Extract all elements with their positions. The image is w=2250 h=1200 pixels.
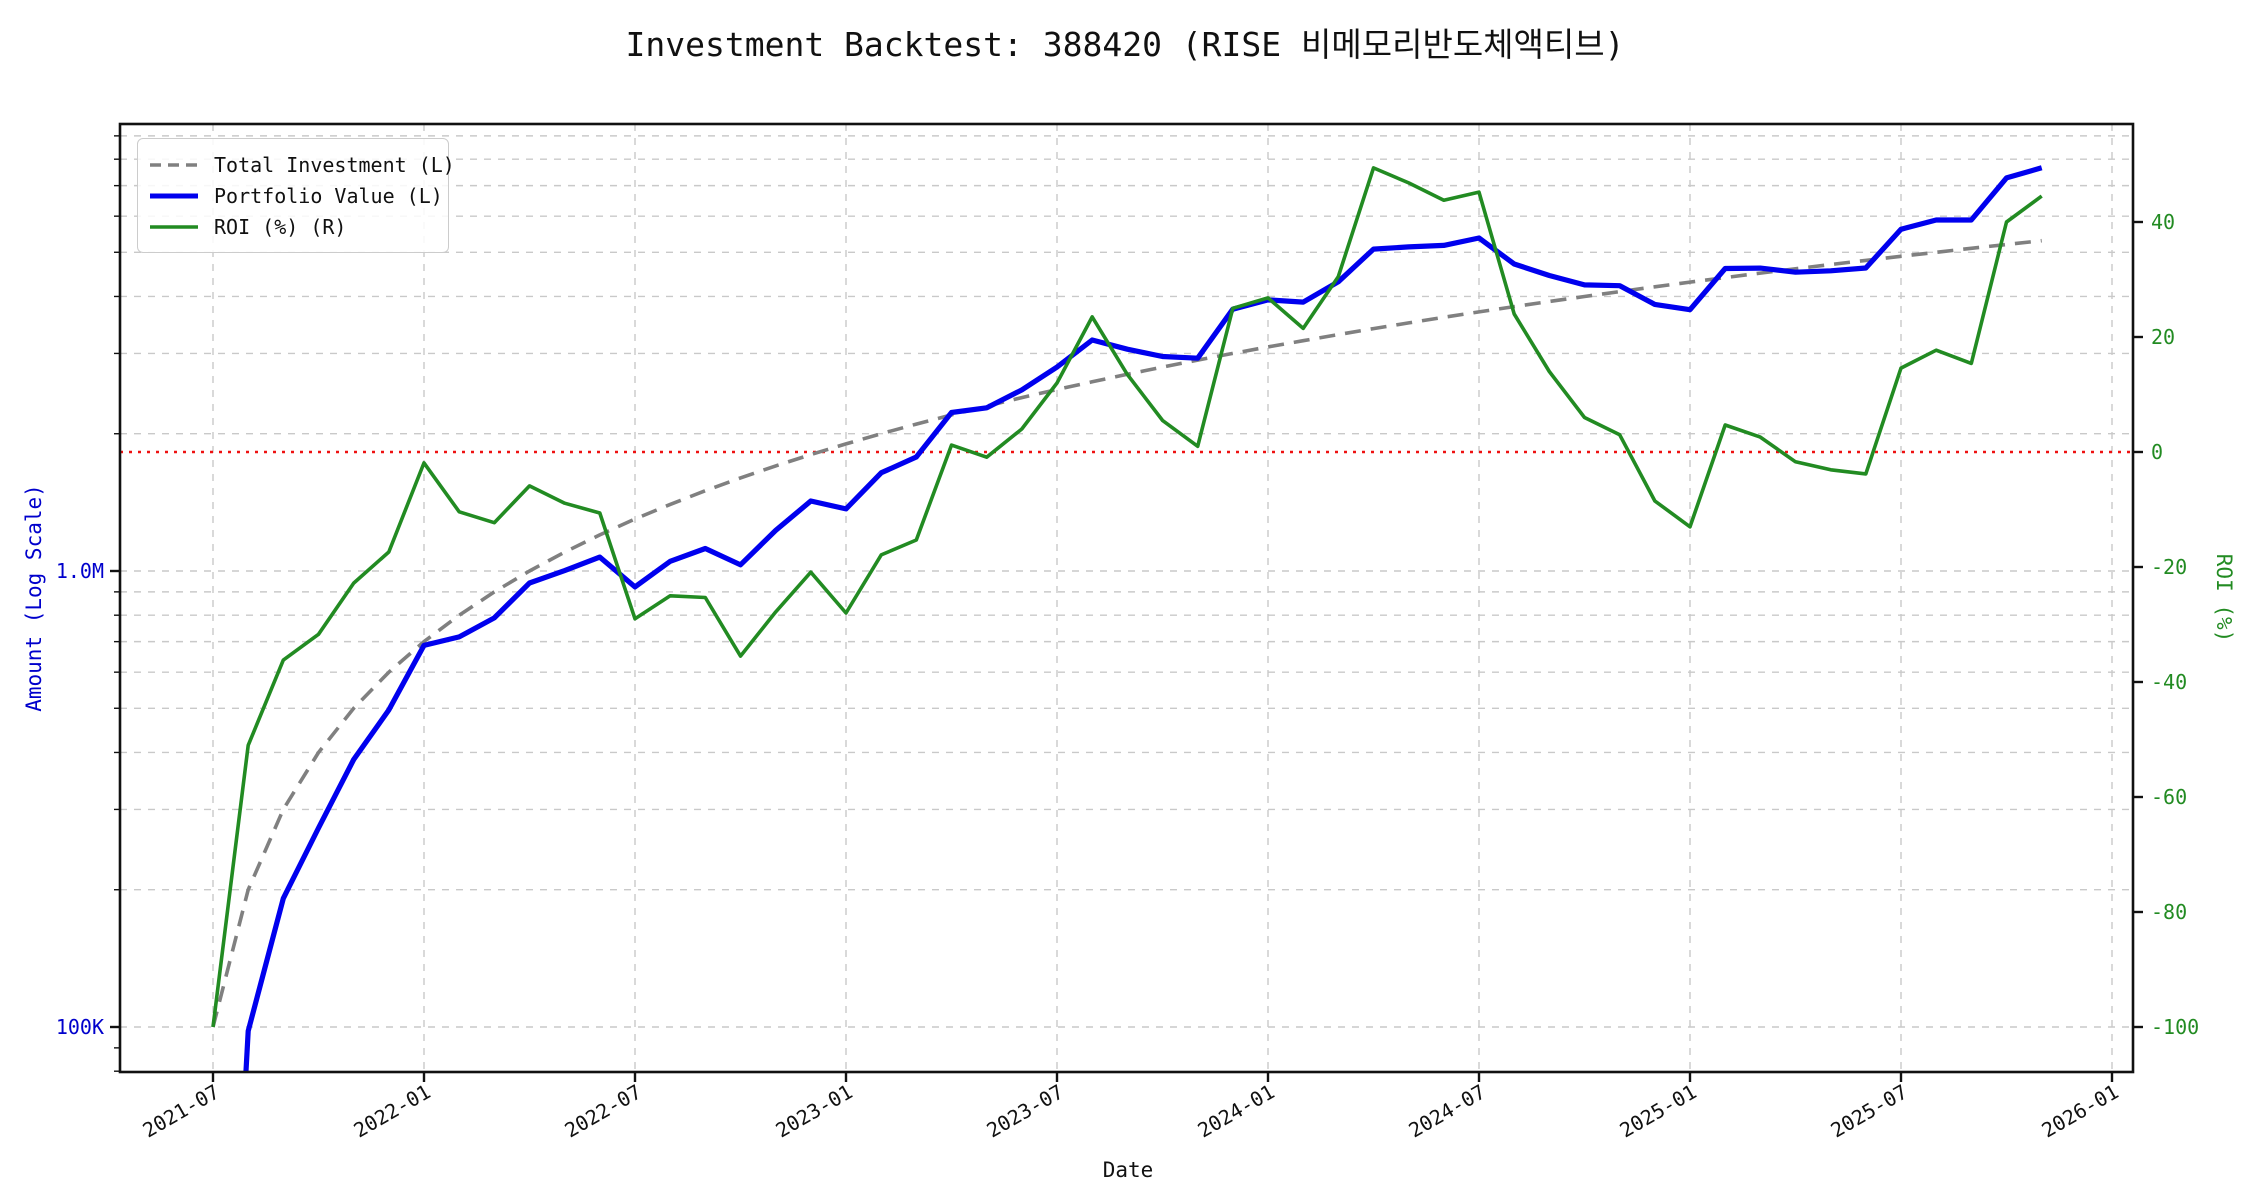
svg-text:2022-07: 2022-07 (560, 1080, 645, 1143)
svg-text:100K: 100K (56, 1015, 104, 1039)
svg-text:1.0M: 1.0M (56, 559, 104, 583)
legend: Total Investment (L) Portfolio Value (L)… (137, 138, 455, 253)
svg-text:-80: -80 (2151, 900, 2187, 924)
svg-text:-20: -20 (2151, 555, 2187, 579)
legend-label: Portfolio Value (L) (214, 183, 443, 208)
solid-line-swatch-icon (150, 193, 198, 198)
svg-text:2024-01: 2024-01 (1193, 1080, 1278, 1143)
svg-text:2025-07: 2025-07 (1826, 1080, 1911, 1143)
legend-item-portfolio-value: Portfolio Value (L) (150, 180, 443, 211)
svg-text:2022-01: 2022-01 (349, 1080, 434, 1143)
svg-text:2023-07: 2023-07 (982, 1080, 1067, 1143)
dashed-line-swatch-icon (150, 162, 198, 167)
legend-item-total-investment: Total Investment (L) (150, 149, 455, 180)
svg-text:-100: -100 (2151, 1015, 2199, 1039)
svg-text:-60: -60 (2151, 785, 2187, 809)
svg-text:2026-01: 2026-01 (2037, 1080, 2122, 1143)
x-axis-label: Date (1102, 1158, 1154, 1182)
legend-item-roi: ROI (%) (R) (150, 211, 434, 242)
chart-title: Investment Backtest: 388420 (RISE 비메모리반도… (625, 25, 1625, 64)
svg-text:20: 20 (2151, 325, 2175, 349)
solid-line-swatch-icon (150, 224, 198, 229)
svg-text:2025-01: 2025-01 (1615, 1080, 1700, 1143)
svg-text:2023-01: 2023-01 (771, 1080, 856, 1143)
y-right-axis-label: ROI (%) (2212, 553, 2236, 643)
svg-text:-40: -40 (2151, 670, 2187, 694)
legend-label: ROI (%) (R) (214, 214, 347, 239)
legend-label: Total Investment (L) (214, 152, 455, 177)
svg-text:2021-07: 2021-07 (138, 1080, 223, 1143)
svg-text:2024-07: 2024-07 (1404, 1080, 1489, 1143)
y-left-axis-label: Amount (Log Scale) (22, 484, 46, 712)
svg-text:40: 40 (2151, 210, 2175, 234)
svg-text:0: 0 (2151, 440, 2163, 464)
